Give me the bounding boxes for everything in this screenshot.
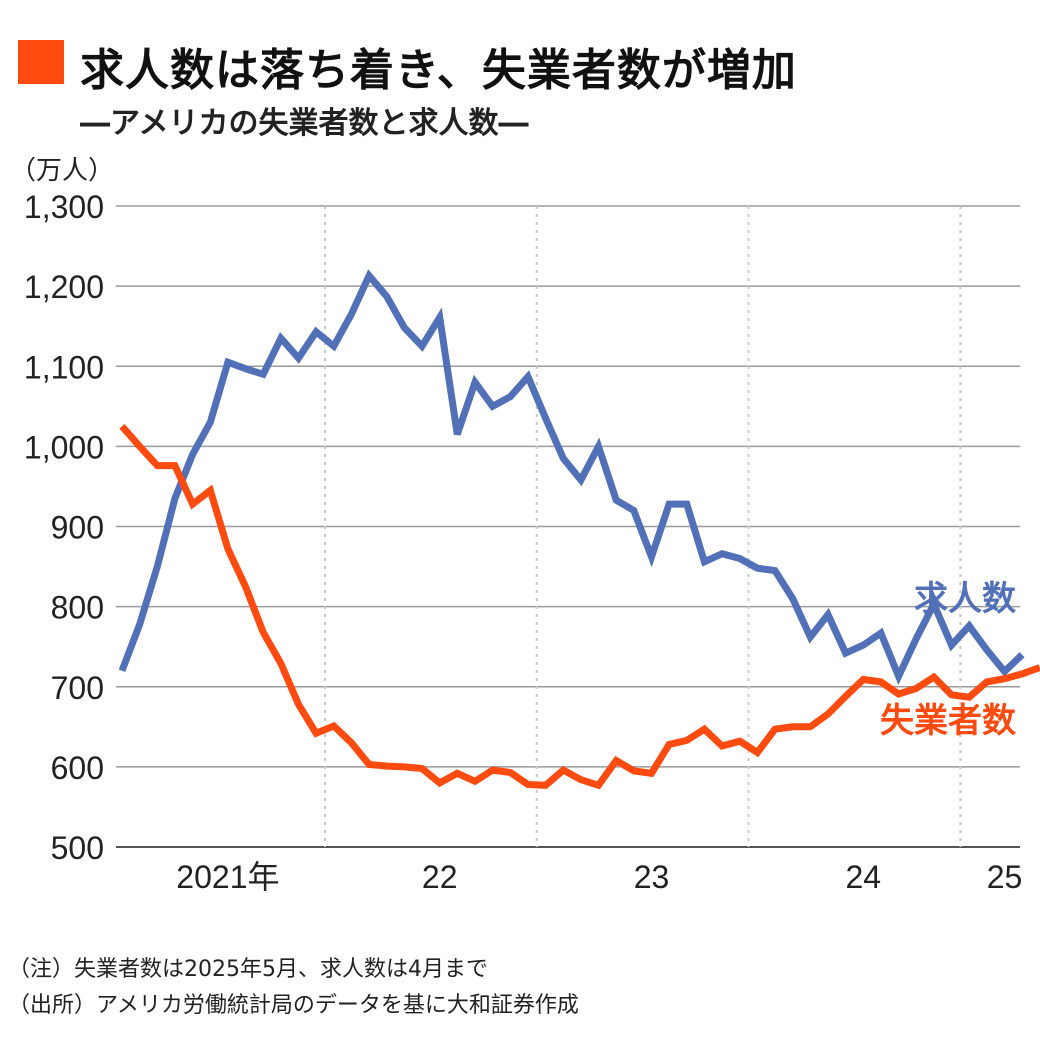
chart-title: 求人数は落ち着き、失業者数が増加 [80,45,797,96]
y-tick-label: 800 [51,590,104,626]
y-tick-label: 500 [51,830,104,866]
chart-subtitle: ―アメリカの失業者数と求人数― [80,106,529,141]
line-chart: 500 600 700 800 900 1,000 1,100 1,200 1,300 2021年… [24,189,1040,895]
job-openings-series-line [118,269,1025,686]
x-tick-label: 25 [987,859,1023,895]
y-tick-label: 600 [51,750,104,786]
y-tick-label: 900 [51,510,104,546]
unemployed-series-line [119,423,1040,790]
y-tick-label: 700 [51,670,104,706]
y-tick-label: 1,100 [24,349,104,385]
x-tick-label: 24 [846,859,882,895]
x-tick-label: 2021年 [176,859,279,895]
x-tick-label: 22 [422,859,458,895]
y-tick-label: 1,000 [24,429,104,465]
unemployed-series-label: 失業者数 [880,701,1016,741]
footnotes: （注）失業者数は2025年5月、求人数は4月まで （出所）アメリカ労働統計局のデ… [8,952,579,1024]
x-tick-label: 23 [634,859,670,895]
footnote-source: （出所）アメリカ労働統計局のデータを基に大和証券作成 [8,993,579,1018]
title-marker [18,40,64,84]
footnote-note: （注）失業者数は2025年5月、求人数は4月まで [8,957,488,982]
y-tick-label: 1,200 [24,269,104,305]
y-tick-label: 1,300 [24,189,104,225]
job-openings-series-label: 求人数 [914,579,1016,619]
y-axis-unit-label: （万人） [10,156,115,186]
